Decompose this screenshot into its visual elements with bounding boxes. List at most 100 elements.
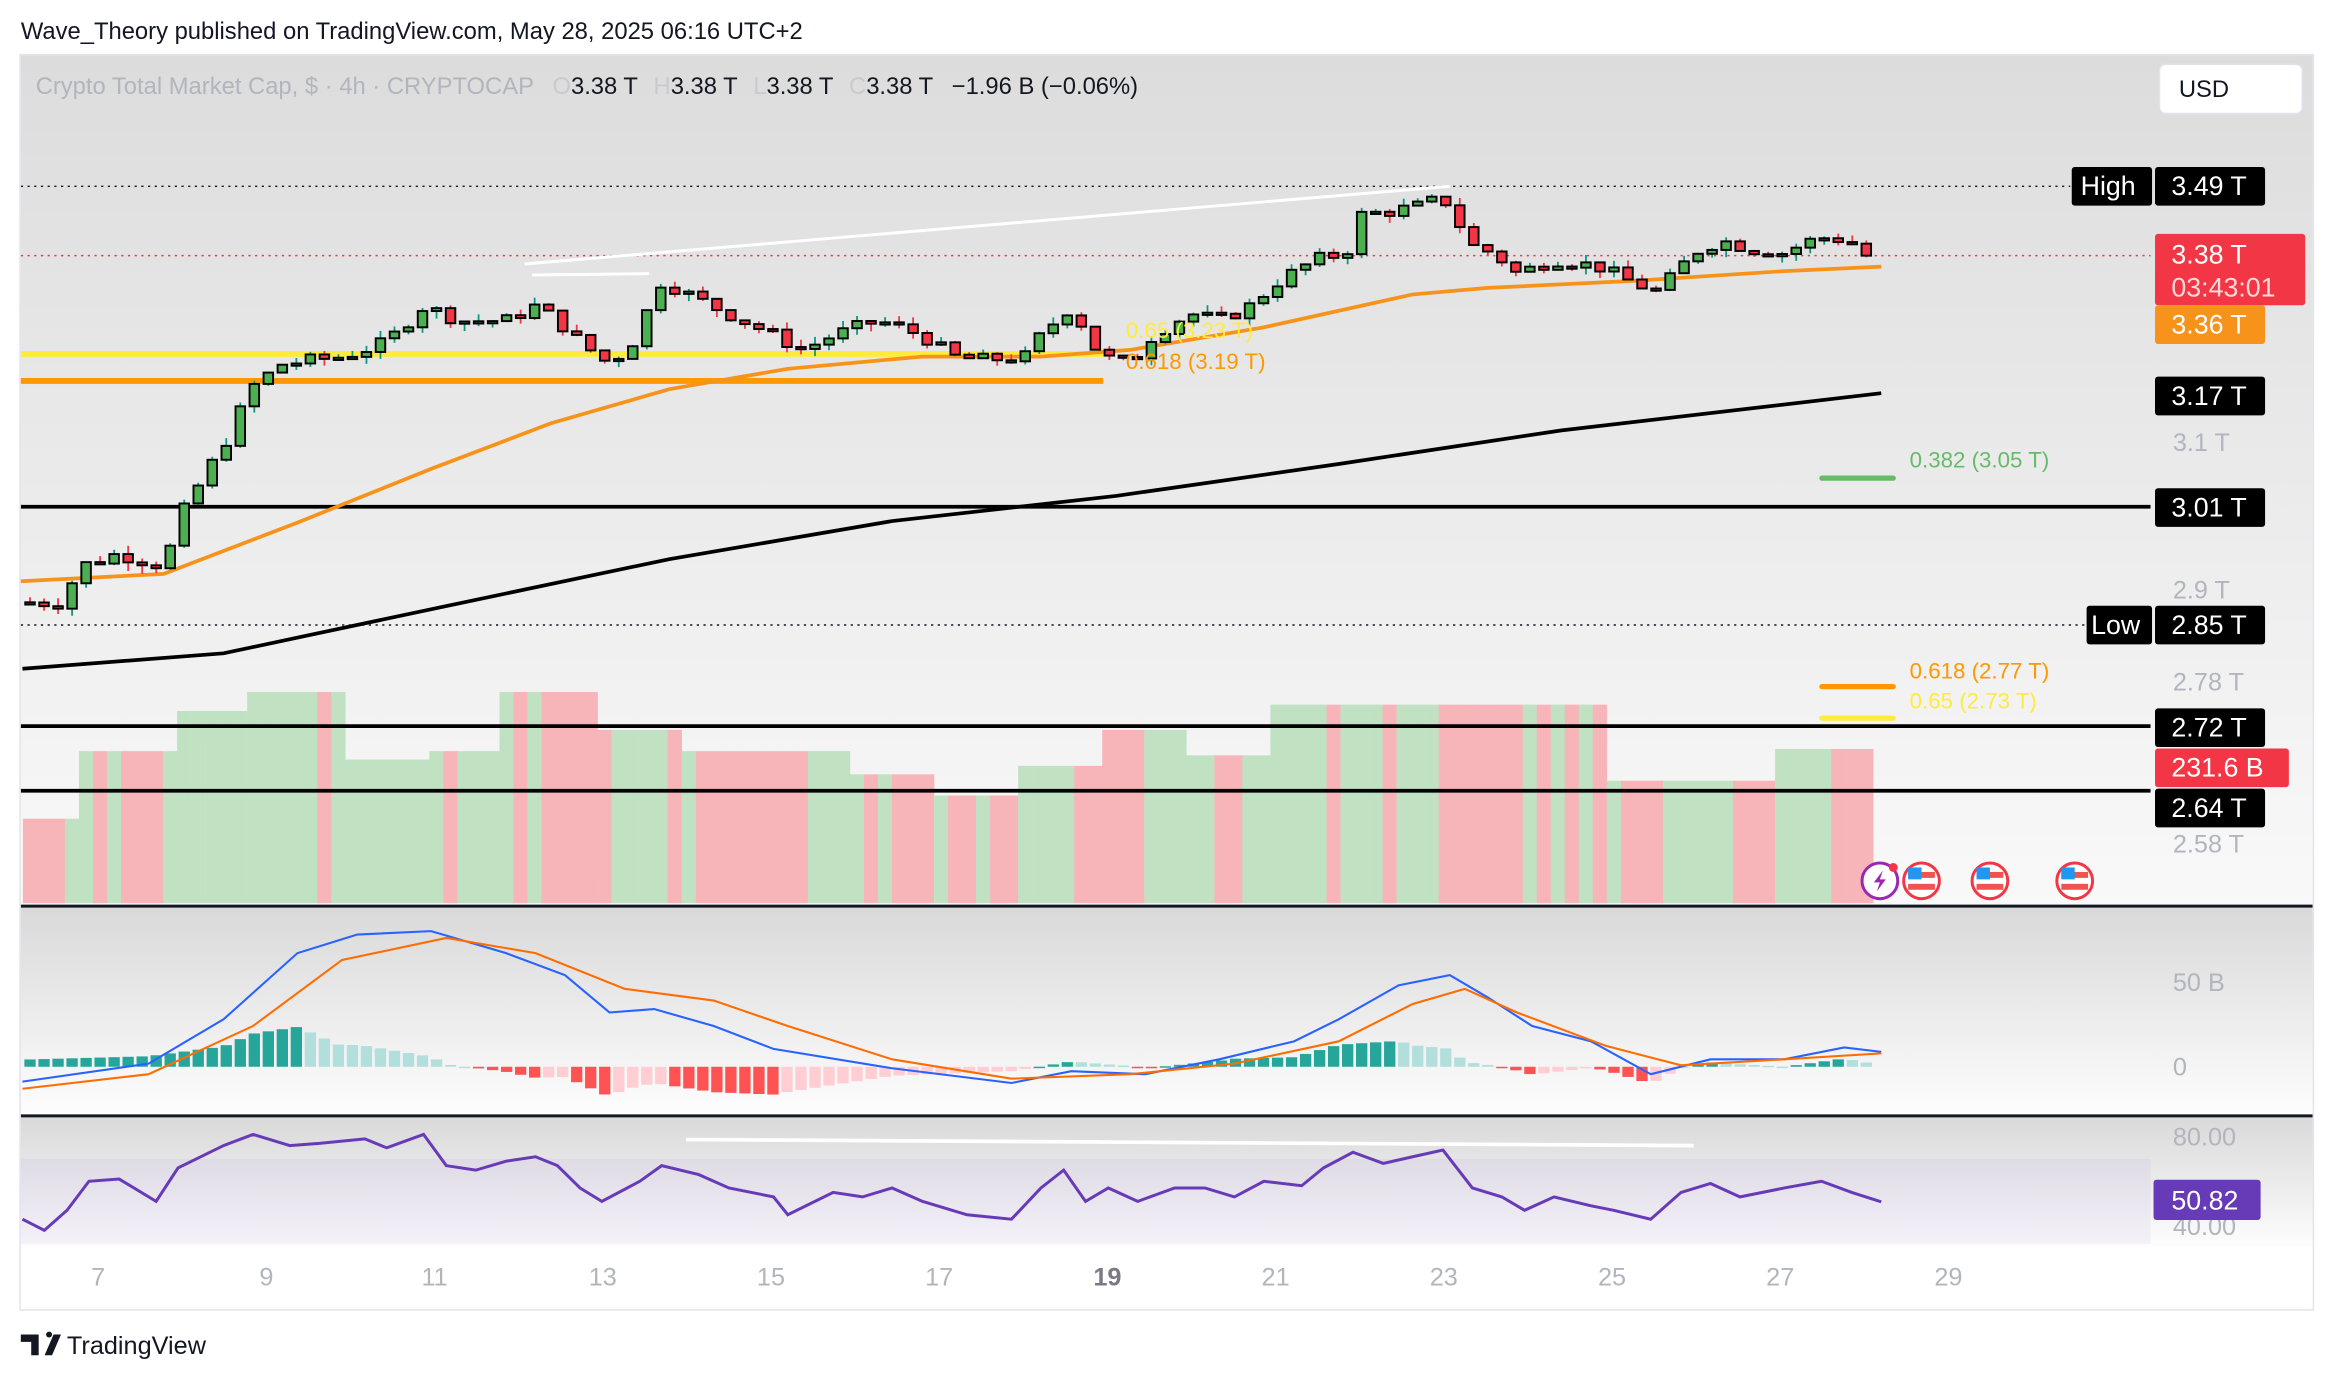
candle-body (1482, 244, 1494, 253)
macd-pane[interactable] (20, 907, 2313, 1115)
band-indicator-bar (863, 774, 879, 904)
close-key: C (849, 73, 866, 100)
band-indicator-bar (1438, 704, 1453, 904)
macd-histogram-bar (1047, 1064, 1059, 1067)
candle-body (1818, 237, 1830, 242)
band-indicator-bar (1662, 780, 1678, 904)
band-indicator-bar (205, 710, 220, 904)
candle-body (346, 355, 359, 361)
macd-histogram-bar (1215, 1060, 1228, 1067)
band-indicator-bar (1186, 755, 1201, 904)
macd-histogram-bar (683, 1066, 695, 1089)
candle-body (444, 307, 457, 325)
candle-body (837, 327, 849, 340)
macd-histogram-bar (500, 1066, 513, 1072)
band-indicator-bar (1312, 704, 1327, 904)
date-tick: 15 (757, 1263, 785, 1291)
candle-body (472, 320, 485, 325)
band-indicator-bar (149, 751, 164, 904)
last-price-label: 3.38 T 03:43:01 (2155, 233, 2306, 306)
candle-body (1552, 265, 1564, 271)
high-tag: High (2081, 171, 2136, 201)
macd-histogram-bar (164, 1053, 176, 1067)
candle-body (1720, 240, 1732, 251)
macd-histogram-bar (1524, 1066, 1536, 1075)
macd-histogram-bar (1019, 1066, 1031, 1069)
candle-body (1594, 261, 1606, 273)
band-indicator-bar (1088, 765, 1103, 904)
macd-histogram-bar (24, 1059, 36, 1067)
date-tick: 7 (91, 1263, 105, 1291)
macd-histogram-bar (1552, 1066, 1564, 1072)
band-indicator-bar (527, 691, 542, 904)
macd-histogram-bar (557, 1066, 569, 1078)
macd-histogram-bar (1257, 1057, 1270, 1067)
band-indicator-bar (709, 751, 725, 904)
tradingview-logo-icon (20, 1331, 61, 1356)
candle-body (234, 405, 247, 447)
macd-histogram-bar (1440, 1048, 1452, 1067)
macd-histogram-bar (346, 1045, 359, 1067)
us-flag-event-icon[interactable] (2055, 861, 2095, 901)
tradingview-logo[interactable]: TradingView (20, 1331, 207, 1360)
us-flag-event-icon[interactable] (1970, 861, 2010, 901)
candle-body (388, 330, 401, 340)
macd-histogram-bar (641, 1066, 653, 1085)
band-indicator-bar (1508, 704, 1524, 904)
macd-histogram-bar (935, 1066, 947, 1074)
candle-body (753, 323, 765, 331)
currency-button[interactable]: USD (2158, 63, 2303, 115)
band-indicator-bar (163, 751, 178, 904)
macd-histogram-bar (1510, 1066, 1522, 1071)
macd-histogram-bar (529, 1066, 541, 1078)
candle-body (276, 363, 289, 374)
band-indicator-bar (1690, 780, 1706, 904)
band-indicator-bar (1228, 755, 1243, 904)
band-indicator-bar (667, 729, 682, 904)
ema-fast-label: 3.36 T (2155, 305, 2266, 344)
rsi-line (21, 1132, 1882, 1233)
candle-body (570, 330, 583, 336)
macd-histogram-bar (1285, 1057, 1298, 1067)
macd-histogram-bar (66, 1058, 78, 1067)
candle-body (192, 484, 204, 505)
low-key: L (753, 73, 766, 100)
band-indicator-bar (765, 751, 781, 904)
candle-body (52, 605, 64, 610)
macd-histogram-bar (514, 1066, 527, 1075)
macd-histogram-bar (1762, 1065, 1774, 1068)
macd-histogram-bar (276, 1029, 288, 1067)
macd-line (22, 930, 1882, 1085)
macd-histogram-bar (122, 1056, 134, 1067)
price-tick: 2.78 T (2173, 668, 2244, 696)
candle-body (1243, 302, 1256, 320)
band-indicator-bar (948, 795, 963, 904)
us-flag-event-icon[interactable] (1902, 861, 1941, 901)
macd-histogram-bar (1117, 1065, 1130, 1068)
band-indicator-bar (934, 795, 949, 904)
macd-histogram-bar (1313, 1050, 1326, 1067)
band-indicator-bar (555, 691, 570, 904)
date-axis[interactable]: 7 9 11 13 15 17 19 21 23 25 27 29 (91, 1263, 1962, 1291)
band-indicator-bar (1284, 704, 1299, 904)
candle-body (627, 345, 639, 360)
band-indicator-bar (1704, 780, 1720, 904)
date-axis-area[interactable] (20, 1246, 2313, 1310)
macd-histogram-bar (94, 1057, 106, 1067)
currency-label: USD (2179, 76, 2229, 103)
lightning-event-icon[interactable] (1860, 861, 1900, 901)
band-indicator-bar (611, 729, 626, 904)
macd-histogram-bar (963, 1066, 975, 1073)
candle-body (1033, 332, 1046, 353)
band-indicator-bar (64, 818, 80, 904)
band-indicator-bar (1564, 704, 1580, 904)
band-indicator-bar (1018, 765, 1033, 904)
band-indicator-bar (1004, 795, 1019, 904)
band-indicator-bar (22, 818, 38, 904)
symbol-legend[interactable]: Crypto Total Market Cap, $ · 4h · CRYPTO… (36, 73, 1138, 100)
candle-body (613, 357, 625, 363)
macd-histogram-bar (823, 1066, 835, 1086)
macd-histogram-bar (851, 1066, 863, 1082)
candle-body (1650, 287, 1662, 292)
macd-histogram-bar (585, 1066, 597, 1089)
